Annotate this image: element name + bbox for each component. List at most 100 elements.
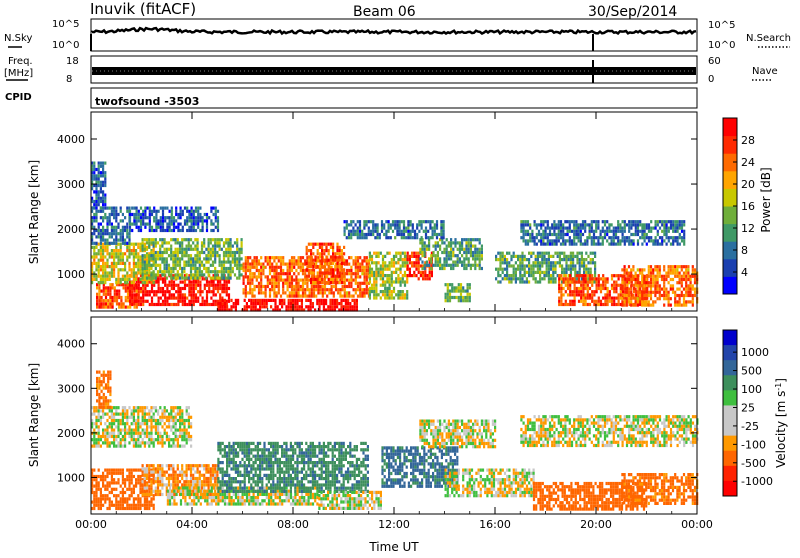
heatmap-cell (170, 238, 172, 241)
heatmap-cell (168, 273, 170, 276)
heatmap-cell (111, 226, 113, 229)
heatmap-cell (388, 220, 390, 223)
heatmap-cell (278, 259, 280, 262)
heatmap-cell (164, 229, 166, 232)
heatmap-cell (168, 241, 170, 244)
heatmap-cell (199, 257, 201, 260)
heatmap-cell (674, 272, 676, 275)
heatmap-cell (115, 281, 117, 284)
heatmap-cell (197, 254, 199, 257)
heatmap-cell (523, 227, 525, 230)
heatmap-cell (692, 275, 694, 278)
heatmap-cell (104, 181, 106, 184)
heatmap-cell (342, 285, 344, 288)
heatmap-cell (120, 306, 122, 309)
heatmap-cell (330, 255, 332, 258)
heatmap-cell (195, 229, 197, 232)
heatmap-cell (513, 264, 515, 267)
heatmap-cell (180, 300, 182, 303)
heatmap-cell (648, 304, 650, 307)
heatmap-cell (618, 274, 620, 277)
heatmap-cell (164, 248, 166, 251)
heatmap-cell (261, 299, 263, 302)
heatmap-cell (377, 227, 379, 230)
heatmap-cell (666, 230, 668, 233)
heatmap-cell (344, 288, 346, 291)
heatmap-cell (234, 261, 236, 264)
heatmap-cell (584, 230, 586, 233)
heatmap-cell (300, 285, 302, 288)
heatmap-cell (646, 304, 648, 307)
heatmap-cell (574, 255, 576, 258)
heatmap-cell (374, 227, 376, 230)
heatmap-cell (679, 281, 681, 284)
heatmap-cell (589, 230, 591, 233)
heatmap-cell (271, 266, 273, 269)
heatmap-cell (192, 267, 194, 270)
heatmap-cell (594, 261, 596, 264)
heatmap-cell (635, 230, 637, 233)
heatmap-cell (95, 481, 97, 484)
heatmap-cell (139, 504, 141, 507)
heatmap-cell (579, 252, 581, 255)
heatmap-cell (381, 230, 383, 233)
heatmap-cell (565, 281, 567, 284)
heatmap-cell (260, 288, 262, 291)
heatmap-cell (679, 297, 681, 300)
heatmap-cell (521, 252, 523, 255)
heatmap-cell (553, 233, 555, 236)
heatmap-cell (150, 501, 152, 504)
heatmap-cell (694, 275, 696, 278)
heatmap-cell (549, 243, 551, 246)
heatmap-cell (321, 275, 323, 278)
heatmap-cell (151, 287, 153, 290)
heatmap-cell (639, 220, 641, 223)
heatmap-cell (332, 252, 334, 255)
heatmap-cell (677, 243, 679, 246)
heatmap-cell (310, 243, 312, 246)
heatmap-cell (596, 284, 598, 287)
heatmap-cell (460, 283, 462, 286)
heatmap-cell (517, 264, 519, 267)
heatmap-cell (128, 232, 130, 235)
heatmap-cell (589, 287, 591, 290)
heatmap-cell (506, 264, 508, 267)
heatmap-cell (465, 251, 467, 254)
heatmap-cell (115, 507, 117, 510)
heatmap-cell (191, 284, 193, 287)
heatmap-cell (102, 203, 104, 206)
heatmap-cell (136, 306, 138, 309)
heatmap-cell (251, 291, 253, 294)
heatmap-cell (390, 223, 392, 226)
heatmap-cell (513, 255, 515, 258)
heatmap-cell (604, 236, 606, 239)
heatmap-cell (622, 239, 624, 242)
heatmap-cell (537, 271, 539, 274)
heatmap-cell (250, 299, 252, 302)
heatmap-cell (306, 249, 308, 252)
heatmap-cell (214, 267, 216, 270)
heatmap-cell (343, 305, 345, 308)
heatmap-cell (690, 284, 692, 287)
heatmap-cell (164, 257, 166, 260)
heatmap-cell (600, 243, 602, 246)
heatmap-cell (659, 272, 661, 275)
heatmap-cell (374, 230, 376, 233)
heatmap-cell (142, 293, 144, 296)
heatmap-cell (126, 469, 128, 472)
heatmap-cell (177, 238, 179, 241)
heatmap-cell (607, 281, 609, 284)
heatmap-cell (323, 259, 325, 262)
heatmap-cell (142, 474, 144, 477)
heatmap-cell (600, 230, 602, 233)
heatmap-cell (175, 257, 177, 260)
heatmap-cell (543, 252, 545, 255)
heatmap-cell (182, 297, 184, 300)
heatmap-cell (106, 219, 108, 222)
heatmap-cell (321, 299, 323, 302)
heatmap-cell (537, 252, 539, 255)
heatmap-cell (670, 288, 672, 291)
heatmap-cell (346, 295, 348, 298)
heatmap-cell (113, 252, 115, 255)
